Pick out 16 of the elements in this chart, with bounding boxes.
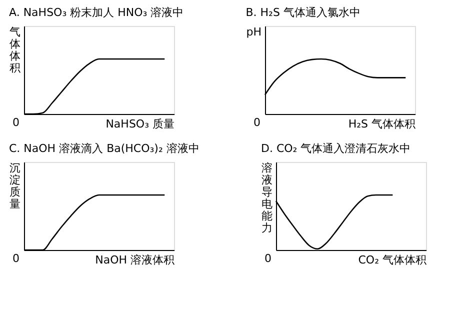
- y-axis-title: 气体体积: [10, 26, 20, 74]
- text: 0: [12, 116, 20, 129]
- x-axis-title: NaHSO₃ 质量: [106, 118, 174, 130]
- y-axis-title: 沉淀质量: [10, 162, 20, 210]
- chart-title: A. NaHSO₃ 粉末加人 HNO₃ 溶液中: [9, 6, 184, 19]
- x-axis-title: CO₂ 气体体积: [358, 254, 426, 266]
- text: 0: [254, 116, 260, 129]
- y-axis-title: pH: [246, 26, 262, 38]
- x-axis-title: H₂S 气体体积: [348, 118, 416, 130]
- text: 0: [264, 252, 272, 265]
- chart-title: D. CO₂ 气体通入澄清石灰水中: [261, 142, 411, 155]
- x-axis-title: NaOH 溶液体积: [95, 254, 174, 266]
- text: 0: [12, 252, 20, 265]
- chart-title: B. H₂S 气体通入氯水中: [246, 6, 360, 19]
- chart-title: C. NaOH 溶液滴入 Ba(HCO₃)₂ 溶液中: [9, 142, 200, 155]
- y-axis-title: 溶液导电能力: [262, 162, 272, 234]
